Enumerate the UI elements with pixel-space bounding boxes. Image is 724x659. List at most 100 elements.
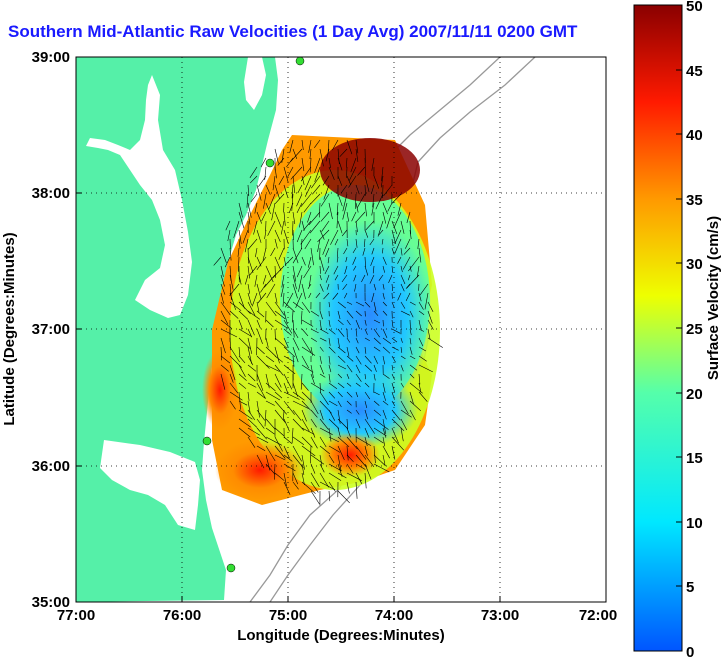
velocity-vector bbox=[416, 265, 420, 278]
velocity-vector bbox=[337, 418, 348, 429]
velocity-vector bbox=[256, 328, 263, 345]
velocity-vector bbox=[382, 292, 385, 300]
velocity-vector bbox=[256, 346, 265, 355]
velocity-vector bbox=[292, 472, 299, 485]
velocity-vector bbox=[409, 409, 416, 421]
colorbar-label: Surface Velocity (cm/s) bbox=[705, 216, 722, 380]
velocity-vector bbox=[301, 481, 316, 494]
velocity-vector bbox=[245, 274, 249, 285]
velocity-vector bbox=[265, 391, 281, 401]
velocity-vector bbox=[267, 220, 276, 236]
velocity-vector bbox=[337, 220, 343, 234]
velocity-vector bbox=[247, 265, 250, 279]
velocity-vector bbox=[258, 175, 267, 187]
velocity-vector bbox=[229, 382, 239, 394]
velocity-vector bbox=[247, 238, 258, 250]
velocity-vector bbox=[400, 310, 410, 316]
velocity-vector bbox=[323, 184, 330, 200]
velocity-vector bbox=[337, 490, 350, 504]
velocity-vector bbox=[327, 256, 330, 264]
velocity-vector bbox=[337, 409, 341, 424]
x-tick-label: 72:00 bbox=[579, 607, 617, 624]
velocity-vector bbox=[328, 328, 336, 335]
velocity-vector bbox=[355, 328, 358, 337]
velocity-vector bbox=[427, 328, 431, 340]
velocity-vector bbox=[322, 175, 330, 186]
velocity-vector bbox=[297, 184, 303, 194]
velocity-vector bbox=[220, 283, 226, 295]
velocity-vector bbox=[247, 400, 251, 414]
velocity-vector bbox=[283, 472, 287, 487]
velocity-vector bbox=[224, 256, 231, 268]
velocity-vector bbox=[292, 400, 309, 409]
velocity-vector bbox=[265, 400, 275, 406]
colorbar bbox=[633, 4, 683, 652]
velocity-vector bbox=[301, 463, 305, 475]
velocity-vector bbox=[283, 301, 295, 313]
velocity-vector bbox=[337, 193, 343, 207]
velocity-vector bbox=[337, 373, 343, 379]
velocity-vector bbox=[280, 283, 285, 297]
velocity-vector bbox=[220, 328, 238, 338]
velocity-vector bbox=[355, 202, 359, 213]
velocity-vector bbox=[238, 346, 241, 357]
velocity-vector bbox=[400, 337, 403, 343]
velocity-vector bbox=[301, 436, 313, 448]
velocity-vector bbox=[418, 355, 427, 362]
velocity-vector bbox=[418, 382, 422, 393]
velocity-vector bbox=[274, 364, 284, 376]
velocity-vector bbox=[382, 301, 387, 307]
velocity-vector bbox=[418, 373, 421, 385]
y-axis-label: Latitude (Degrees:Minutes) bbox=[1, 232, 18, 425]
velocity-vector bbox=[283, 310, 288, 324]
velocity-vector bbox=[301, 310, 303, 325]
velocity-vector bbox=[319, 436, 327, 448]
velocity-vector bbox=[382, 256, 387, 265]
velocity-vector bbox=[309, 274, 312, 287]
velocity-vector bbox=[289, 139, 294, 154]
chesapeake-bay bbox=[86, 75, 192, 318]
velocity-vector bbox=[278, 175, 285, 185]
velocity-vector bbox=[418, 391, 428, 402]
velocity-vector bbox=[274, 238, 278, 249]
velocity-vector bbox=[321, 220, 330, 232]
velocity-vector bbox=[283, 373, 293, 390]
velocity-vector bbox=[378, 274, 384, 281]
velocity-vector bbox=[394, 238, 402, 254]
velocity-vector bbox=[257, 292, 267, 304]
velocity-vector bbox=[307, 211, 312, 223]
velocity-vector bbox=[355, 148, 359, 162]
velocity-vector bbox=[381, 166, 384, 182]
velocity-vector bbox=[364, 409, 368, 420]
velocity-vector bbox=[304, 238, 312, 250]
velocity-vector bbox=[283, 481, 291, 495]
velocity-vector bbox=[304, 184, 312, 197]
velocity-vector bbox=[382, 211, 387, 224]
velocity-vector bbox=[301, 382, 309, 391]
velocity-vector bbox=[247, 328, 253, 338]
velocity-vector bbox=[265, 436, 283, 446]
velocity-vector bbox=[332, 292, 339, 300]
velocity-vector bbox=[295, 292, 303, 309]
velocity-vector bbox=[364, 238, 366, 248]
velocity-vector bbox=[286, 157, 294, 168]
velocity-vector bbox=[371, 157, 375, 171]
velocity-vector bbox=[265, 184, 271, 195]
velocity-vector bbox=[274, 409, 286, 423]
velocity-vector bbox=[364, 463, 372, 480]
velocity-vector bbox=[265, 364, 280, 372]
colorbar-tick-label: 30 bbox=[686, 256, 703, 273]
velocity-vector bbox=[373, 346, 381, 352]
velocity-vector bbox=[287, 166, 294, 178]
velocity-vector bbox=[424, 292, 429, 310]
velocity-vector bbox=[328, 454, 335, 464]
velocity-vector bbox=[346, 337, 351, 343]
velocity-vector bbox=[310, 364, 314, 379]
velocity-vector bbox=[247, 247, 249, 264]
velocity-vector bbox=[336, 211, 339, 229]
velocity-vector bbox=[409, 391, 414, 404]
velocity-vector bbox=[387, 202, 393, 212]
velocity-vector bbox=[317, 229, 330, 243]
velocity-vector bbox=[382, 391, 386, 401]
velocity-vector bbox=[319, 445, 330, 455]
